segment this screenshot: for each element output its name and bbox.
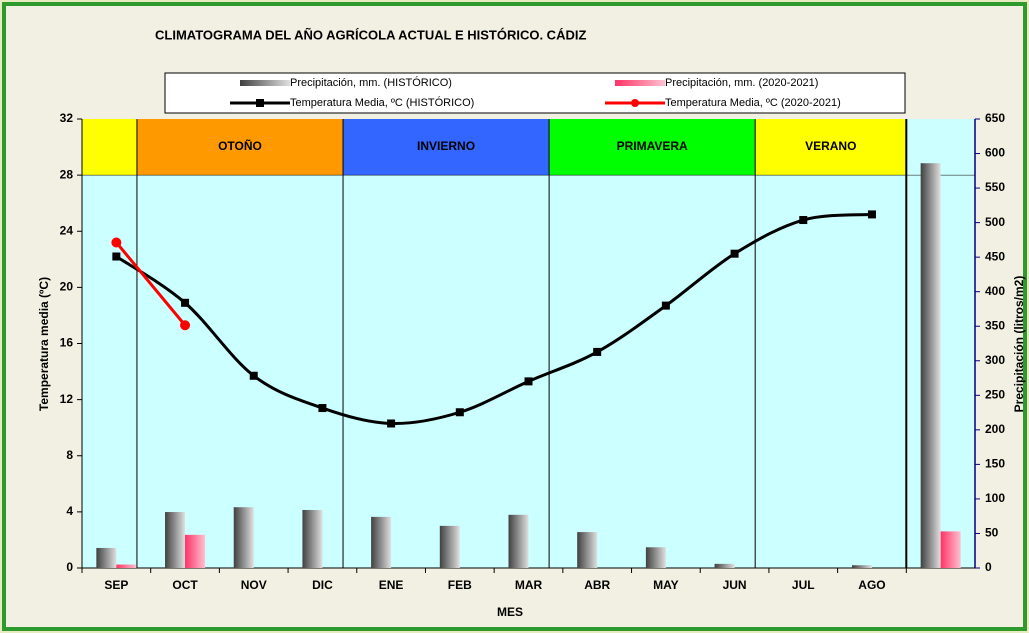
bar [165, 512, 186, 568]
x-tick-label: MAR [515, 578, 543, 592]
y-tick-label: 12 [60, 392, 74, 406]
y-tick-label: 24 [60, 223, 74, 237]
marker [387, 419, 396, 428]
bar [851, 565, 872, 568]
bar [371, 516, 392, 568]
x-tick-label: DIC [312, 578, 333, 592]
legend-swatch [240, 80, 290, 86]
y2-tick-label: 200 [985, 422, 1005, 436]
marker [799, 216, 808, 225]
season-band [755, 119, 907, 176]
marker [180, 320, 191, 331]
y-axis-label: Temperatura media (ºC) [37, 277, 51, 411]
legend-marker [256, 99, 264, 107]
y2-tick-label: 150 [985, 457, 1005, 471]
y-tick-label: 0 [66, 560, 73, 574]
bar [577, 532, 598, 568]
y2-tick-label: 500 [985, 215, 1005, 229]
season-band [82, 119, 137, 176]
x-tick-label: JUN [723, 578, 747, 592]
legend-label: Temperatura Media, ºC (2020-2021) [665, 97, 841, 109]
x-tick-label: ENE [379, 578, 404, 592]
bar [508, 514, 529, 568]
bar [96, 547, 117, 568]
bar [714, 563, 735, 568]
y2-axis-label: Precipitación (litros/m2) [1012, 276, 1026, 413]
line [115, 241, 187, 327]
y2-tick-label: 350 [985, 318, 1005, 332]
legend-label: Precipitación, mm. (2020-2021) [665, 77, 818, 89]
marker [661, 301, 670, 310]
marker [455, 408, 464, 417]
chart-title: CLIMATOGRAMA DEL AÑO AGRÍCOLA ACTUAL E H… [155, 27, 586, 42]
x-tick-label: JUL [792, 578, 815, 592]
marker [867, 210, 876, 219]
marker [593, 347, 602, 356]
y2-tick-label: 250 [985, 387, 1005, 401]
y-tick-label: 28 [60, 167, 74, 181]
marker [730, 249, 739, 258]
legend-marker [631, 99, 639, 107]
x-axis-label: MES [497, 605, 523, 619]
bar [116, 564, 137, 568]
marker [524, 377, 533, 386]
y2-tick-label: 450 [985, 249, 1005, 263]
season-band [549, 119, 756, 176]
legend [164, 72, 906, 114]
marker [249, 371, 258, 380]
y2-tick-label: 300 [985, 353, 1005, 367]
y-tick-label: 8 [66, 448, 73, 462]
marker [318, 404, 327, 413]
marker [181, 298, 190, 307]
season-band [343, 119, 550, 176]
season-label: OTOÑO [218, 138, 262, 153]
y-tick-label: 4 [66, 504, 73, 518]
y2-tick-label: 650 [985, 111, 1005, 125]
x-tick-label: SEP [104, 578, 128, 592]
y-tick-label: 32 [60, 111, 74, 125]
y2-tick-label: 0 [985, 560, 992, 574]
y-tick-label: 20 [60, 280, 74, 294]
season-band [136, 119, 344, 176]
x-tick-label: NOV [241, 578, 267, 592]
marker [111, 237, 122, 248]
y2-tick-label: 550 [985, 180, 1005, 194]
y2-tick-label: 400 [985, 284, 1005, 298]
x-tick-label: ABR [584, 578, 610, 592]
x-tick-label: FEB [448, 578, 472, 592]
legend-swatch [615, 80, 665, 86]
season-label: PRIMAVERA [617, 139, 688, 153]
legend-label: Temperatura Media, ºC (HISTÓRICO) [290, 96, 474, 109]
legend-label: Precipitación, mm. (HISTÓRICO) [290, 76, 452, 89]
y2-tick-label: 600 [985, 146, 1005, 160]
bar [439, 525, 460, 568]
x-tick-label: MAY [653, 578, 679, 592]
plot-area [82, 119, 975, 568]
bar [233, 507, 254, 568]
y-tick-label: 16 [60, 336, 74, 350]
bar [920, 163, 941, 568]
bar [940, 531, 961, 568]
x-tick-label: AGO [858, 578, 885, 592]
bar [645, 547, 666, 568]
x-tick-label: OCT [172, 578, 198, 592]
season-label: VERANO [805, 139, 856, 153]
bar [302, 509, 323, 568]
marker [112, 252, 121, 261]
y2-tick-label: 100 [985, 491, 1005, 505]
bar [185, 534, 206, 568]
season-label: INVIERNO [417, 139, 475, 153]
y2-tick-label: 50 [985, 526, 999, 540]
